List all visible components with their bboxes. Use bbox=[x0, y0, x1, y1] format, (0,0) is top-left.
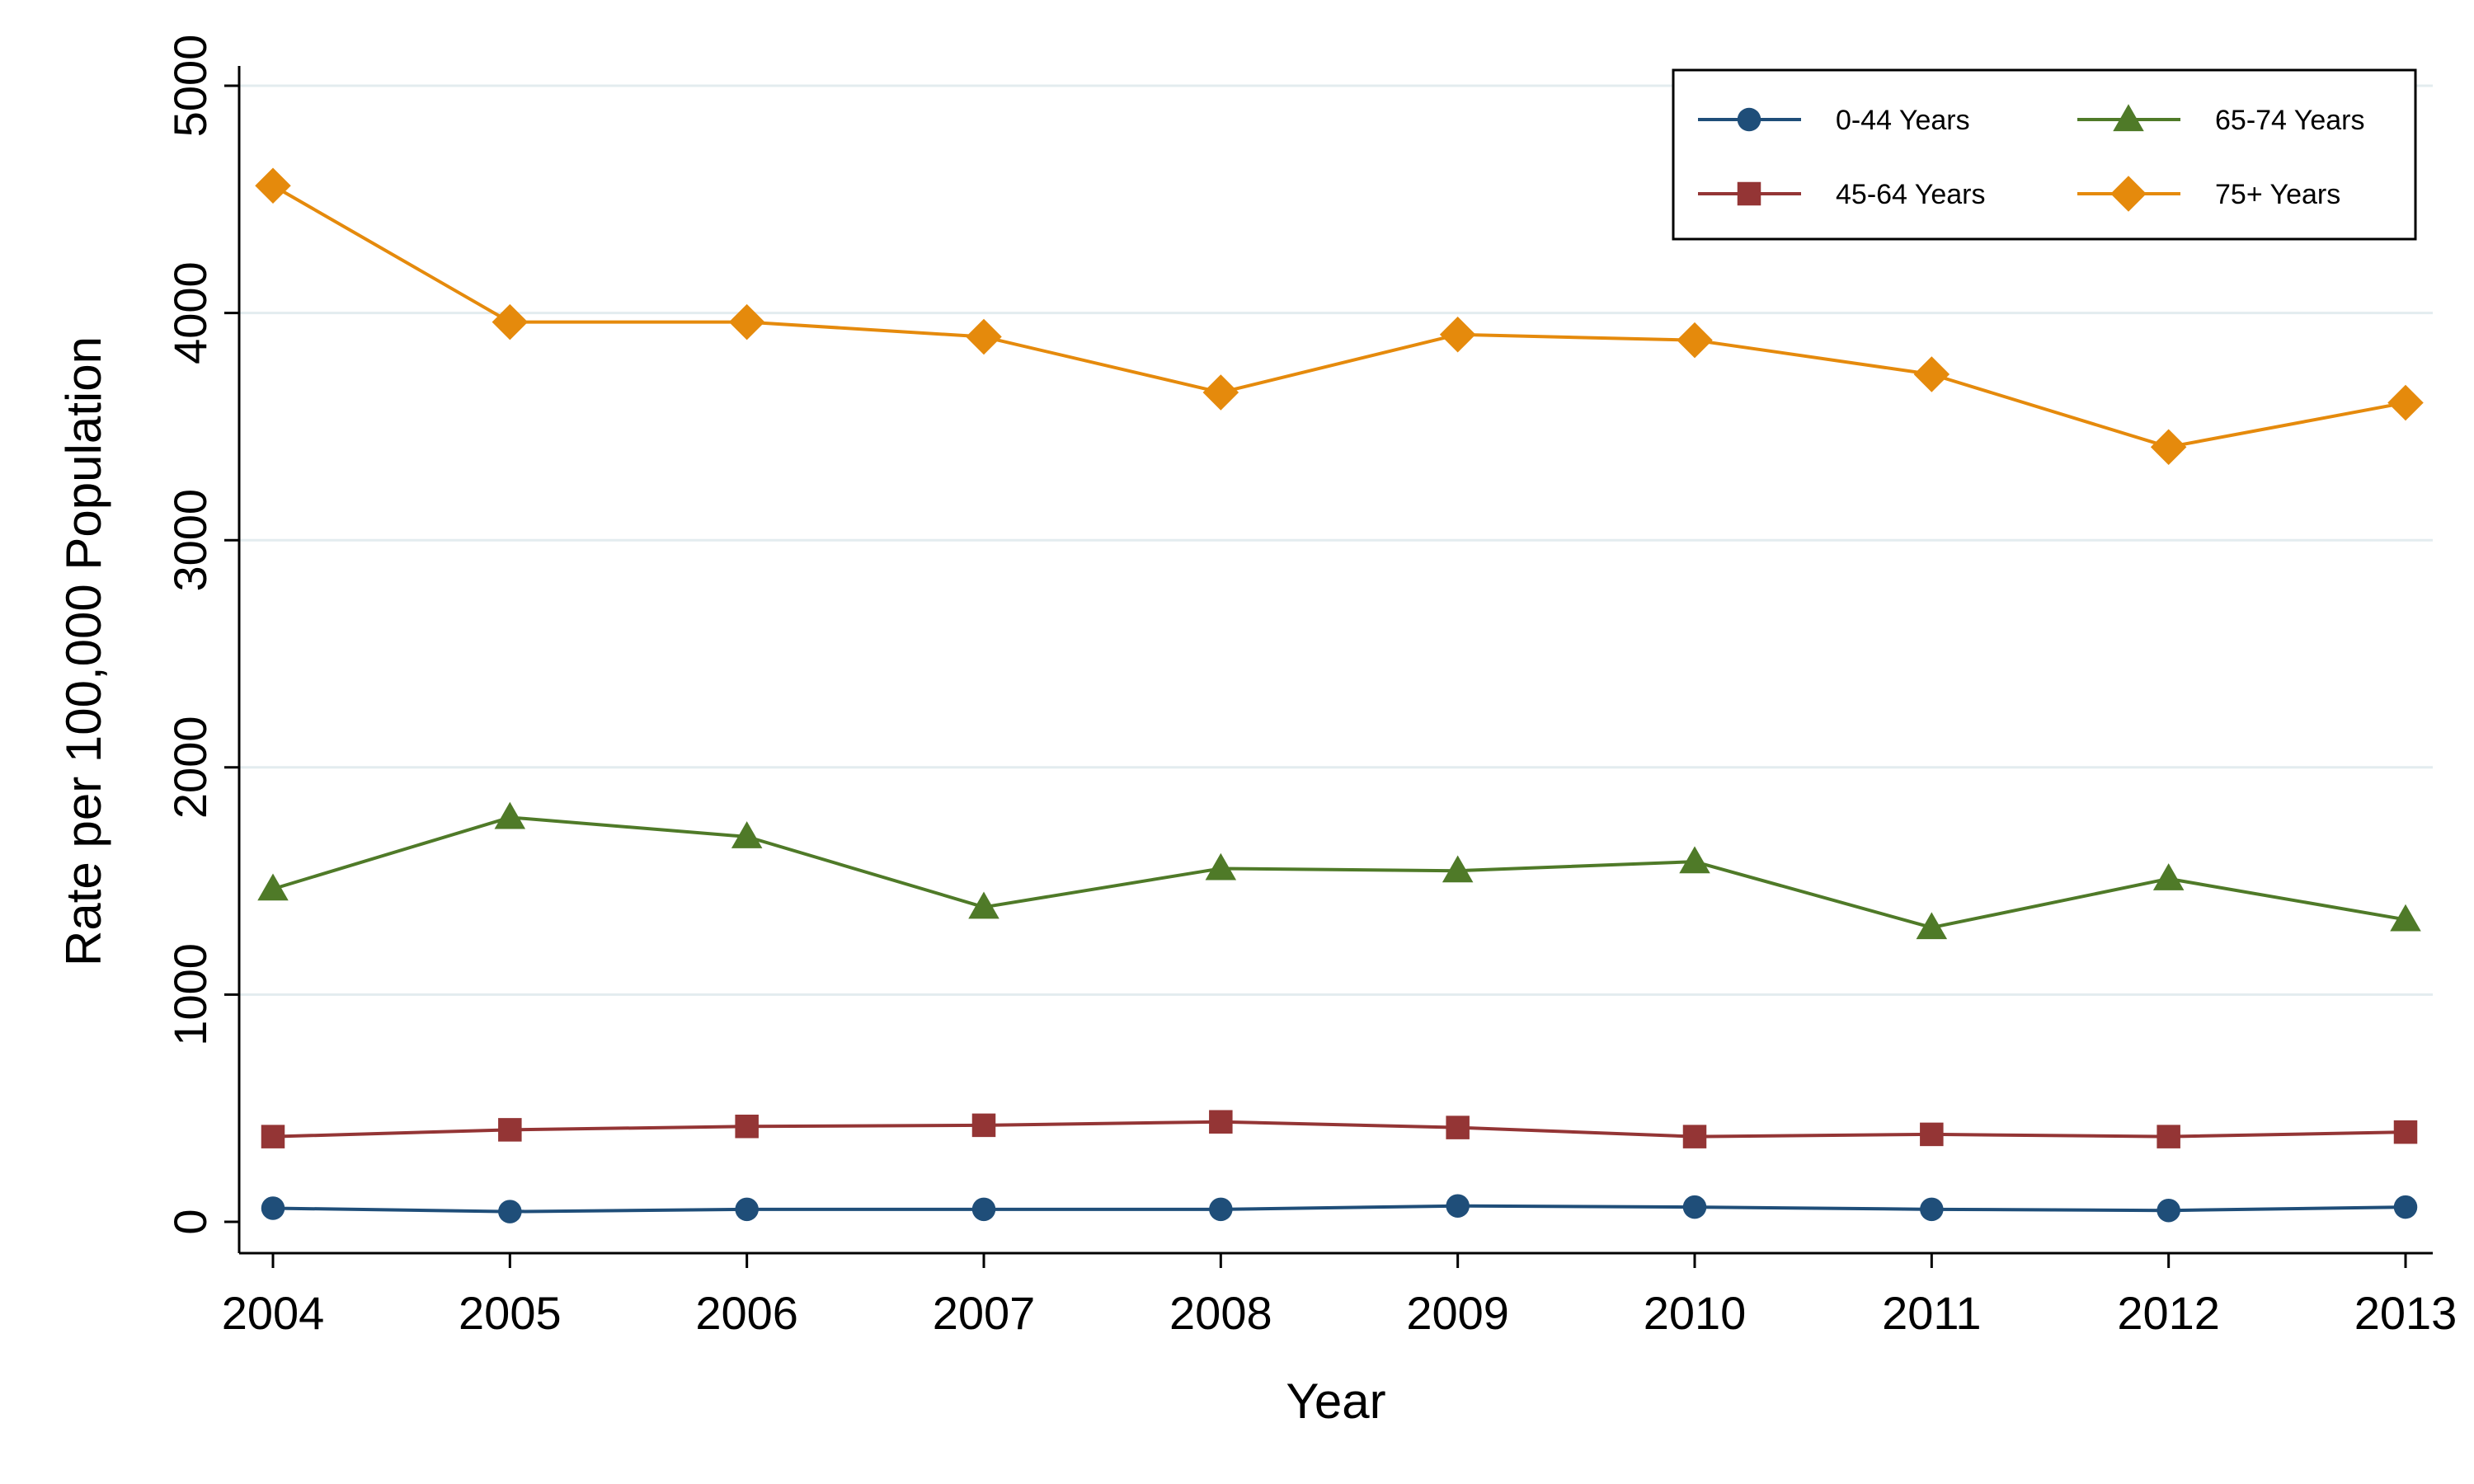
series-75-years bbox=[255, 167, 2424, 465]
data-point bbox=[2157, 1125, 2180, 1148]
legend-marker bbox=[1737, 107, 1761, 132]
series-line bbox=[272, 815, 2406, 930]
x-tick-label: 2013 bbox=[2354, 1287, 2458, 1339]
legend-item: 0-44 Years bbox=[1698, 105, 1970, 136]
x-tick-label: 2011 bbox=[1882, 1287, 1981, 1339]
y-axis-title: Rate per 100,000 Population bbox=[56, 336, 111, 966]
y-axis-ticks: 0 1000 2000 3000 4000 5000 bbox=[164, 35, 239, 1235]
gridlines bbox=[239, 84, 2433, 996]
y-tick-label: 5000 bbox=[164, 35, 216, 138]
data-point bbox=[1679, 846, 1710, 874]
data-point bbox=[1446, 1194, 1470, 1218]
data-point bbox=[1920, 1197, 1944, 1222]
x-tick-label: 2004 bbox=[222, 1287, 325, 1339]
legend-marker bbox=[1737, 181, 1761, 206]
data-point bbox=[1913, 356, 1950, 392]
data-point bbox=[494, 801, 526, 829]
x-tick-label: 2006 bbox=[695, 1287, 798, 1339]
data-point bbox=[735, 1197, 759, 1222]
axes bbox=[238, 66, 2433, 1255]
data-point bbox=[2387, 384, 2424, 421]
data-point bbox=[966, 318, 1002, 355]
data-point bbox=[492, 303, 529, 340]
data-point bbox=[2152, 863, 2185, 890]
x-tick-label: 2005 bbox=[459, 1287, 562, 1339]
data-point bbox=[971, 1197, 996, 1222]
series-line bbox=[272, 184, 2406, 449]
data-point bbox=[2150, 429, 2187, 465]
x-tick-label: 2008 bbox=[1169, 1287, 1272, 1339]
x-tick-label: 2007 bbox=[933, 1287, 1036, 1339]
data-point bbox=[731, 821, 763, 848]
legend-item: 45-64 Years bbox=[1698, 179, 1986, 210]
data-point bbox=[255, 167, 291, 204]
y-tick-label: 3000 bbox=[164, 489, 216, 592]
legend-item: 65-74 Years bbox=[2077, 104, 2365, 136]
data-point bbox=[1209, 1110, 1233, 1134]
data-point bbox=[1677, 322, 1713, 359]
data-point bbox=[1446, 1115, 1470, 1139]
data-point bbox=[498, 1200, 522, 1223]
y-tick-label: 4000 bbox=[164, 261, 216, 364]
data-point bbox=[971, 1113, 996, 1138]
data-point bbox=[735, 1114, 759, 1139]
data-point bbox=[968, 891, 999, 919]
legend-label: 65-74 Years bbox=[2215, 105, 2365, 136]
data-point bbox=[1209, 1197, 1233, 1222]
x-tick-label: 2010 bbox=[1644, 1287, 1747, 1339]
x-axis-title: Year bbox=[1286, 1374, 1385, 1429]
legend-item: 75+ Years bbox=[2077, 176, 2340, 212]
legend-label: 0-44 Years bbox=[1836, 105, 1970, 136]
data-point bbox=[2393, 1195, 2418, 1219]
series-65-74-years bbox=[257, 801, 2421, 940]
data-point bbox=[2157, 1198, 2180, 1223]
data-series bbox=[255, 167, 2424, 1223]
x-tick-label: 2009 bbox=[1406, 1287, 1509, 1339]
series-45-64-years bbox=[261, 1110, 2418, 1148]
legend: 0-44 Years 45-64 Years 65-74 Years 75+ Year… bbox=[1672, 68, 2417, 241]
x-axis-ticks: 2004 2005 2006 2007 2008 2009 2010 2011 2012 2013 bbox=[222, 1253, 2458, 1339]
legend-box bbox=[1672, 68, 2417, 241]
data-point bbox=[2390, 904, 2421, 932]
data-point bbox=[257, 873, 289, 901]
data-point bbox=[1439, 317, 1476, 353]
data-point bbox=[1442, 855, 1474, 883]
legend-marker bbox=[2110, 176, 2147, 212]
data-point bbox=[498, 1118, 522, 1142]
series-0-44-years bbox=[261, 1194, 2418, 1223]
legend-label: 45-64 Years bbox=[1836, 179, 1986, 210]
data-point bbox=[728, 303, 765, 340]
data-point bbox=[261, 1196, 285, 1220]
data-point bbox=[1682, 1195, 1707, 1219]
x-tick-label: 2012 bbox=[2117, 1287, 2220, 1339]
data-point bbox=[1682, 1125, 1707, 1148]
series-line bbox=[272, 1120, 2406, 1139]
data-point bbox=[1205, 852, 1237, 881]
legend-marker bbox=[2113, 104, 2144, 132]
data-point bbox=[1920, 1122, 1944, 1147]
series-line bbox=[272, 1204, 2406, 1214]
data-point bbox=[1202, 374, 1239, 411]
data-point bbox=[2393, 1120, 2418, 1144]
data-point bbox=[1916, 912, 1948, 940]
legend-label: 75+ Years bbox=[2215, 179, 2340, 210]
y-tick-label: 1000 bbox=[164, 943, 216, 1046]
y-tick-label: 0 bbox=[164, 1209, 216, 1234]
y-tick-label: 2000 bbox=[164, 716, 216, 819]
data-point bbox=[261, 1125, 285, 1148]
